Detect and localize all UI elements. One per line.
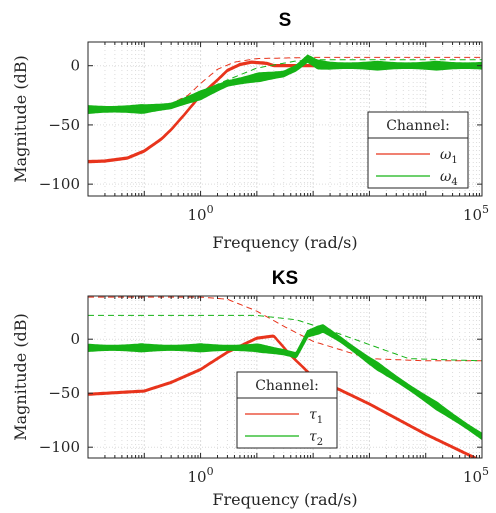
series-1-dashed-line (88, 59, 482, 108)
x-tick-label: 105 (463, 465, 489, 486)
legend-box (236, 371, 338, 449)
chart-s: 0 −50 −100 100 105 S Frequency (rad/s) Magnitud… (11, 10, 489, 252)
ticks (88, 42, 482, 196)
y-tick-label: 0 (70, 330, 80, 348)
y-axis-label: Magnitude (dB) (11, 313, 30, 441)
x-tick-label: 105 (463, 203, 489, 224)
ticks (88, 296, 482, 458)
axes-box (87, 295, 483, 459)
legend-entry: τ1 (309, 407, 323, 426)
y-axis-label: Magnitude (dB) (11, 55, 30, 183)
series-1-dashed-line (88, 314, 482, 362)
legend-entry: ω1 (440, 147, 458, 166)
plot-lines (88, 296, 482, 458)
chart-ks: 0 −50 −100 100 105 KS Frequency (rad/s) Magnitu… (11, 268, 489, 509)
x-tick-label: 100 (188, 203, 214, 224)
series-0-solid-line (88, 334, 479, 458)
legend-entry: ω4 (440, 169, 458, 188)
series-0-dashed-line (88, 296, 482, 362)
x-axis-label: Frequency (rad/s) (212, 233, 357, 252)
legend-entry: τ2 (309, 429, 323, 448)
plot-lines (88, 54, 482, 164)
y-tick-label: −50 (48, 384, 80, 402)
x-tick-label: 100 (188, 465, 214, 486)
axes-box (87, 41, 483, 197)
legend: Channel: τ1 τ2 (236, 371, 338, 449)
series-1-solid-line (88, 324, 482, 435)
legend-title: Channel: (255, 378, 319, 394)
chart-title: KS (272, 268, 298, 289)
y-tick-label: −50 (48, 116, 80, 134)
y-tick-label: −100 (39, 175, 80, 193)
chart-title: S (279, 10, 292, 31)
x-axis-label: Frequency (rad/s) (212, 490, 357, 509)
legend: Channel: ω1 ω4 (367, 111, 469, 189)
y-tick-label: −100 (39, 438, 80, 456)
series-1-solid-line (88, 54, 482, 108)
y-tick-label: 0 (70, 57, 80, 75)
legend-box (367, 111, 469, 189)
legend-title: Channel: (386, 118, 450, 134)
